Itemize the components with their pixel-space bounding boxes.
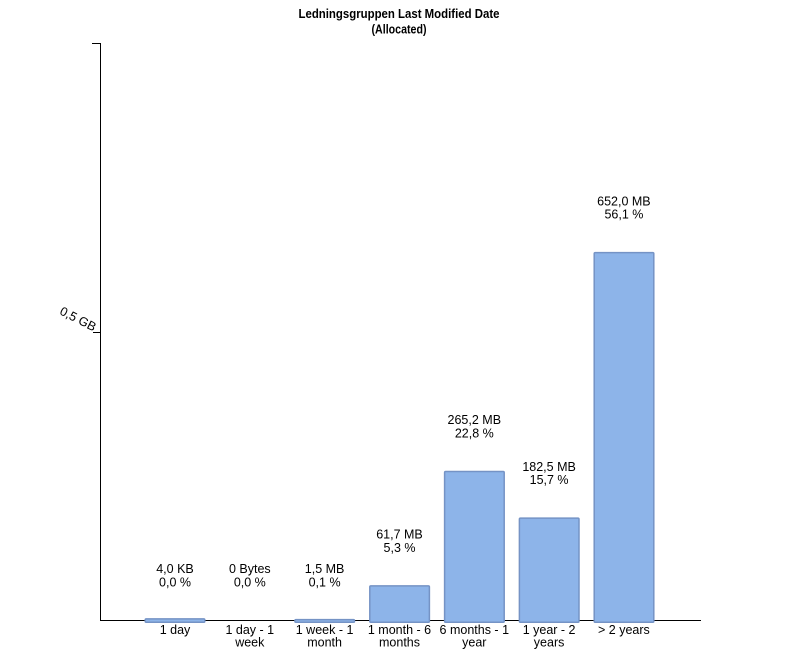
svg-text:6 months - 1: 6 months - 1	[440, 623, 510, 637]
svg-text:5,3 %: 5,3 %	[384, 541, 416, 555]
svg-text:month: month	[307, 635, 342, 649]
svg-text:1,5 MB: 1,5 MB	[305, 562, 345, 576]
svg-text:652,0 MB: 652,0 MB	[597, 194, 651, 208]
svg-text:1 week - 1: 1 week - 1	[296, 623, 354, 637]
svg-text:0,0 %: 0,0 %	[159, 576, 191, 590]
svg-text:0,1 %: 0,1 %	[309, 576, 341, 590]
svg-text:week: week	[234, 635, 265, 649]
svg-text:1 year - 2: 1 year - 2	[523, 623, 576, 637]
svg-text:1 day - 1: 1 day - 1	[225, 623, 274, 637]
svg-text:year: year	[462, 635, 486, 649]
svg-text:0,5 GB: 0,5 GB	[57, 304, 98, 334]
svg-text:56,1 %: 56,1 %	[604, 208, 643, 222]
svg-text:265,2 MB: 265,2 MB	[448, 413, 502, 427]
svg-text:(Allocated): (Allocated)	[372, 22, 427, 37]
svg-text:22,8 %: 22,8 %	[455, 427, 494, 441]
svg-text:4,0 KB: 4,0 KB	[156, 562, 194, 576]
svg-text:years: years	[534, 635, 565, 649]
svg-text:182,5 MB: 182,5 MB	[522, 460, 576, 474]
svg-text:61,7 MB: 61,7 MB	[376, 528, 423, 542]
svg-text:1 day: 1 day	[160, 623, 191, 637]
svg-text:15,7 %: 15,7 %	[530, 473, 569, 487]
svg-text:months: months	[379, 635, 420, 649]
svg-text:1 month - 6: 1 month - 6	[368, 623, 431, 637]
svg-text:0 Bytes: 0 Bytes	[229, 562, 271, 576]
svg-text:> 2 years: > 2 years	[598, 623, 650, 637]
svg-text:Ledningsgruppen Last Modified: Ledningsgruppen Last Modified Date	[299, 6, 500, 21]
svg-text:0,0 %: 0,0 %	[234, 576, 266, 590]
